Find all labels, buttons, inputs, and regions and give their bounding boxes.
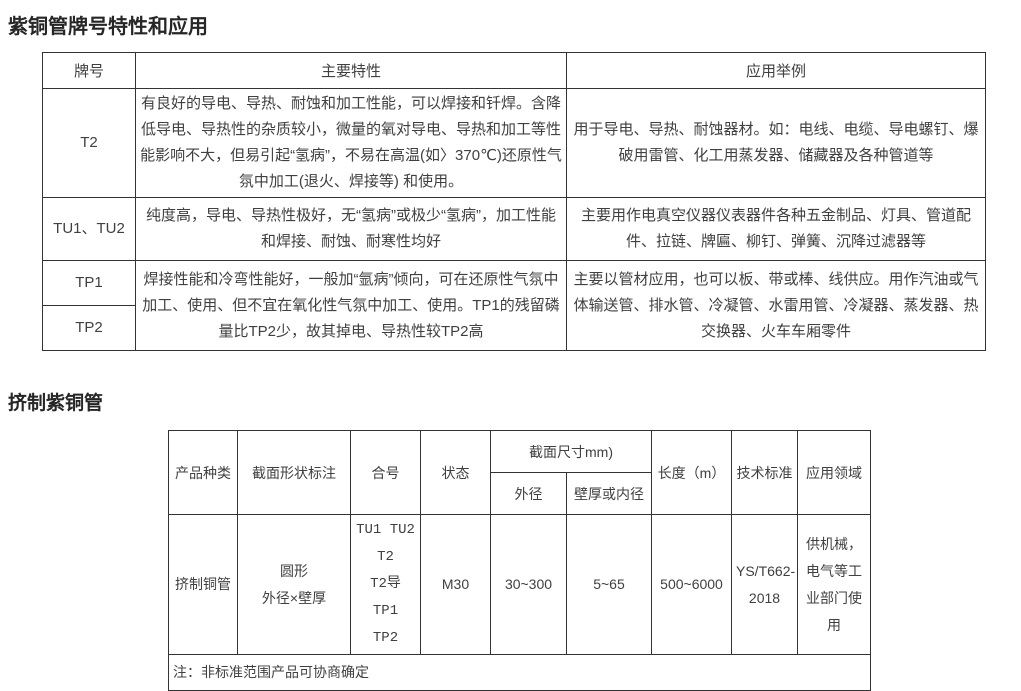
features-cell-tu: 纯度高，导电、导热性极好，无“氢病”或极少“氢病”，加工性能和焊接、耐蚀、耐寒性…: [136, 198, 567, 261]
applications-cell-tp: 主要以管材应用，也可以板、带或棒、线供应。用作汽油或气体输送管、排水管、冷凝管、…: [567, 261, 986, 351]
grade-cell-tu: TU1、TU2: [43, 198, 136, 261]
features-cell-t2: 有良好的导电、导热、耐蚀和加工性能，可以焊接和钎焊。含降低导电、导热性的杂质较小…: [136, 89, 567, 198]
grade-cell-t2: T2: [43, 89, 136, 198]
header-application-field: 应用领域: [798, 431, 871, 515]
section1-title: 紫铜管牌号特性和应用: [8, 10, 1021, 39]
header-features: 主要特性: [136, 53, 567, 89]
applications-cell-t2: 用于导电、导热、耐蚀器材。如：电线、电缆、导电螺钉、爆破用雷管、化工用蒸发器、储…: [567, 89, 986, 198]
table-row-t2: T2 有良好的导电、导热、耐蚀和加工性能，可以焊接和钎焊。含降低导电、导热性的杂…: [43, 89, 986, 198]
extruded-table: 产品种类 截面形状标注 合号 状态 截面尺寸mm) 长度（m） 技术标准 应用领…: [168, 430, 871, 691]
cell-standard: YS/T662-2018: [732, 515, 798, 655]
header-grade: 牌号: [43, 53, 136, 89]
grade-table-header-row: 牌号 主要特性 应用举例: [43, 53, 986, 89]
grade-table: 牌号 主要特性 应用举例 T2 有良好的导电、导热、耐蚀和加工性能，可以焊接和钎…: [42, 52, 986, 351]
cell-application-field: 供机械，电气等工业部门使用: [798, 515, 871, 655]
cell-state: M30: [421, 515, 491, 655]
grade-cell-tp2: TP2: [43, 306, 136, 351]
header-standard: 技术标准: [732, 431, 798, 515]
cell-outer-diameter: 30~300: [491, 515, 567, 655]
section2-title: 挤制紫铜管: [8, 388, 1021, 415]
page: 紫铜管牌号特性和应用 牌号 主要特性 应用举例 T2 有良好的导电、导热、耐蚀和…: [0, 0, 1021, 691]
header-length: 长度（m）: [652, 431, 732, 515]
header-outer-diameter: 外径: [491, 473, 567, 515]
cell-alloy: TU1 TU2 T2 T2导 TP1 TP2: [351, 515, 421, 655]
header-product-type: 产品种类: [169, 431, 238, 515]
header-section-size: 截面尺寸mm): [491, 431, 652, 473]
header-applications: 应用举例: [567, 53, 986, 89]
table-row-tp1: TP1 焊接性能和冷弯性能好，一般加“氩病”倾向，可在还原性气氛中加工、使用、但…: [43, 261, 986, 306]
header-state: 状态: [421, 431, 491, 515]
cell-wall-or-inner: 5~65: [567, 515, 652, 655]
applications-cell-tu: 主要用作电真空仪器仪表器件各种五金制品、灯具、管道配件、拉链、牌匾、柳钉、弹簧、…: [567, 198, 986, 261]
grade-cell-tp1: TP1: [43, 261, 136, 306]
header-alloy: 合号: [351, 431, 421, 515]
table-note: 注：非标准范围产品可协商确定: [169, 655, 871, 691]
extruded-header-row-1: 产品种类 截面形状标注 合号 状态 截面尺寸mm) 长度（m） 技术标准 应用领…: [169, 431, 871, 473]
features-cell-tp: 焊接性能和冷弯性能好，一般加“氩病”倾向，可在还原性气氛中加工、使用、但不宜在氧…: [136, 261, 567, 351]
header-wall-or-inner: 壁厚或内径: [567, 473, 652, 515]
cell-product-type: 挤制铜管: [169, 515, 238, 655]
header-section-shape: 截面形状标注: [238, 431, 351, 515]
extruded-data-row: 挤制铜管 圆形 外径×壁厚 TU1 TU2 T2 T2导 TP1 TP2 M30…: [169, 515, 871, 655]
cell-length: 500~6000: [652, 515, 732, 655]
extruded-note-row: 注：非标准范围产品可协商确定: [169, 655, 871, 691]
cell-section-shape: 圆形 外径×壁厚: [238, 515, 351, 655]
table-row-tu: TU1、TU2 纯度高，导电、导热性极好，无“氢病”或极少“氢病”，加工性能和焊…: [43, 198, 986, 261]
